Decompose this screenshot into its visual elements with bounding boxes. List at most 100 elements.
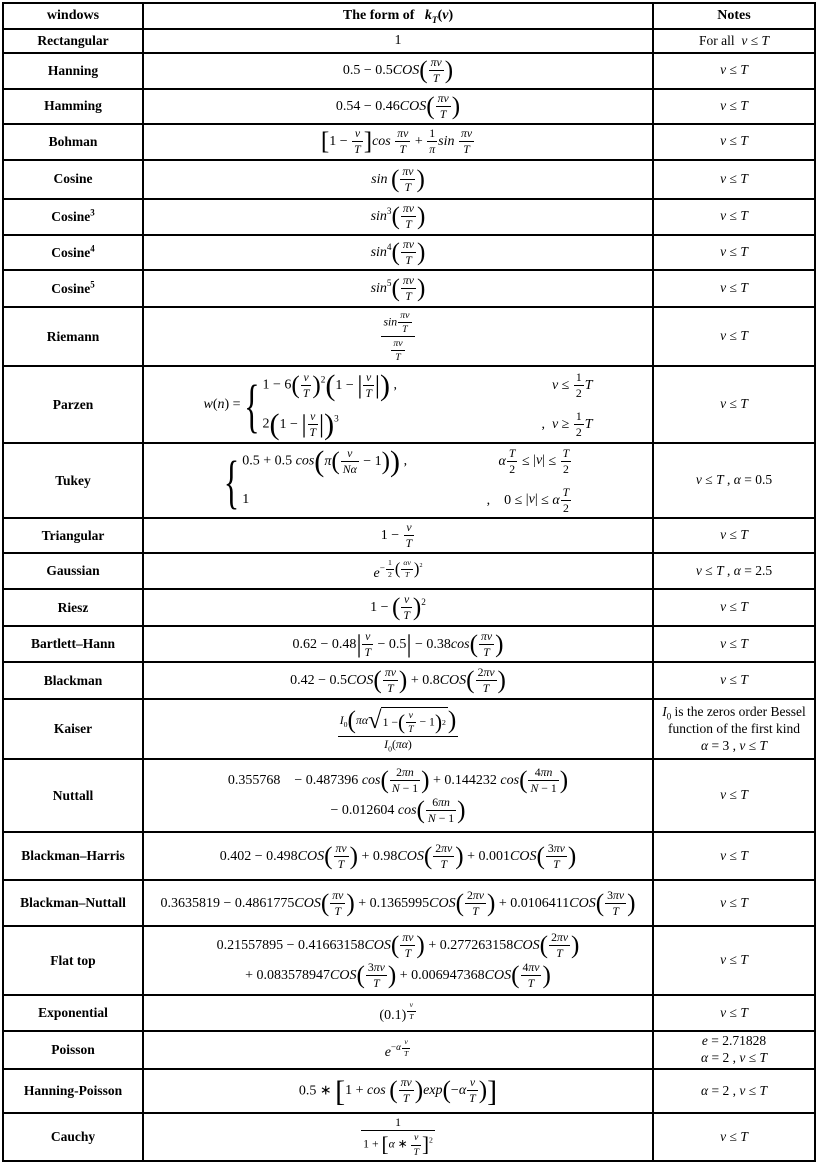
notes-cell: v ≤ T — [652, 306, 816, 368]
table-row: Riesz 1 − (v T) 2 v ≤ T — [2, 588, 816, 628]
note-line: α = 3 , v ≤ T — [700, 737, 768, 753]
note-line: v ≤ T — [720, 672, 748, 688]
formula-line: (0.1) v T — [379, 1000, 416, 1024]
formula-cell: sin4(πv T) — [142, 233, 654, 272]
formula-cell: 0.3635819 − 0.4861775COS(πv T) + 0.136599… — [142, 879, 654, 928]
note-line: v ≤ T — [720, 62, 748, 78]
note-line: v ≤ T — [720, 894, 748, 910]
formula-cell: 0.62 − 0.48 | v T − 0.5 | − 0.38cos(πv T) — [142, 625, 654, 664]
note-line: v ≤ T — [720, 787, 748, 803]
window-name: Parzen — [2, 365, 144, 445]
table-row: Hamming 0.54 − 0.46COS(πv T) v ≤ T — [2, 87, 816, 125]
window-name: Blackman–Harris — [2, 831, 144, 882]
note-line: v ≤ T — [720, 599, 748, 615]
notes-cell: v ≤ T — [652, 87, 816, 125]
table-row: Cosine4 sin4(πv T) v ≤ T — [2, 233, 816, 272]
formula-cell: 0.5 − 0.5COS(πv T) — [142, 52, 654, 90]
formula-line: I0(πα √ 1 − (v T − 1) 2) I0(πα) — [337, 706, 459, 754]
window-name: Flat top — [2, 925, 144, 997]
notes-cell: v ≤ T — [652, 831, 816, 882]
header-row: windows The form of kT(v) Notes — [2, 2, 816, 30]
formula-cell: I0(πα √ 1 − (v T − 1) 2) I0(πα) — [142, 698, 654, 761]
window-name: Cosine4 — [2, 233, 144, 272]
notes-cell: v ≤ T — [652, 269, 816, 309]
table-row: Blackman 0.42 − 0.5COS(πv T) + 0.8COS(2πv T… — [2, 661, 816, 701]
formula-cell: w(n) = {1 − 6(v T) 2(1 − | v T |) ,v ≤ 1 2 T 2(1… — [142, 365, 654, 445]
notes-cell: v ≤ T — [652, 52, 816, 90]
formula-cell: 0.54 − 0.46COS(πv T) — [142, 87, 654, 125]
notes-cell: v ≤ T — [652, 758, 816, 834]
window-name: Tukey — [2, 442, 144, 519]
window-name: Poisson — [2, 1030, 144, 1070]
formula-line: 0.42 − 0.5COS(πv T) + 0.8COS(2πv T) — [290, 666, 506, 696]
window-name: Riesz — [2, 588, 144, 628]
formula-line: 0.21557895 − 0.41663158COS(πv T) + 0.2772… — [216, 930, 580, 961]
notes-cell: α = 2 , v ≤ T — [652, 1067, 816, 1114]
window-name: Rectangular — [2, 27, 144, 55]
notes-cell: v ≤ T — [652, 925, 816, 997]
note-line: v ≤ T — [720, 396, 748, 412]
formula-line: e− 1 2(αv T) 2 — [373, 558, 423, 582]
formula-line: w(n) = {1 − 6(v T) 2(1 − | v T |) ,v ≤ 1 2 T 2(1… — [203, 368, 593, 442]
note-line: v ≤ T — [720, 244, 748, 260]
formula-cell: 0.402 − 0.498COS(πv T) + 0.98COS(2πv T) + … — [142, 831, 654, 882]
window-name: Hanning-Poisson — [2, 1067, 144, 1114]
table-row: Exponential (0.1) v T v ≤ T — [2, 994, 816, 1033]
formula-cell: e− 1 2(αv T) 2 — [142, 552, 654, 591]
formula-cell: e−α v T — [142, 1030, 654, 1070]
note-line: v ≤ T — [720, 133, 748, 149]
notes-cell: e = 2.71828 α = 2 , v ≤ T — [652, 1030, 816, 1070]
notes-cell: v ≤ T — [652, 365, 816, 445]
note-line: v ≤ T , α = 0.5 — [695, 472, 773, 488]
note-line: v ≤ T — [720, 952, 748, 968]
window-name: Bohman — [2, 122, 144, 161]
formula-line: 0.355768 − 0.487396 cos(2πn N − 1) + 0.14… — [227, 765, 569, 796]
formula-line: sin3(πv T) — [370, 202, 426, 232]
column-header-notes: Notes — [652, 2, 816, 30]
window-name: Blackman–Nuttall — [2, 879, 144, 928]
formula-cell: sin3(πv T) — [142, 197, 654, 236]
notes-cell: v ≤ T — [652, 122, 816, 161]
formula-line: sin5(πv T) — [370, 274, 426, 304]
formula-line: [1 − v T] cos πv T + 1 π sin πv T — [320, 127, 475, 157]
formula-cell: 0.21557895 − 0.41663158COS(πv T) + 0.2772… — [142, 925, 654, 997]
window-name: Cosine5 — [2, 269, 144, 309]
notes-cell: v ≤ T — [652, 588, 816, 628]
notes-cell: v ≤ T — [652, 661, 816, 701]
note-line: v ≤ T — [720, 170, 748, 186]
formula-line: 0.54 − 0.46COS(πv T) — [335, 91, 461, 121]
formula-cell: 1 − (v T) 2 — [142, 588, 654, 628]
notes-cell: v ≤ T — [652, 994, 816, 1033]
note-line: v ≤ T — [720, 527, 748, 543]
formula-line: − 0.012604 cos(6πn N − 1) — [330, 796, 466, 826]
formula-line: 0.5 − 0.5COS(πv T) — [342, 56, 454, 86]
formula-line: sin (πv T) — [371, 164, 425, 194]
table-row: Blackman–Harris 0.402 − 0.498COS(πv T) + 0… — [2, 831, 816, 882]
table-row: Parzen w(n) = {1 − 6(v T) 2(1 − | v T |) ,v ≤ … — [2, 365, 816, 445]
note-line: v ≤ T — [720, 847, 748, 863]
note-line: α = 2 , v ≤ T — [700, 1082, 768, 1098]
window-name: Kaiser — [2, 698, 144, 761]
formula-line: 0.5 ∗ [1 + cos (πv T) exp(−α v T)] — [298, 1073, 498, 1108]
note-line: v ≤ T — [720, 635, 748, 651]
formula-cell: [1 − v T] cos πv T + 1 π sin πv T — [142, 122, 654, 161]
notes-cell: v ≤ T , α = 2.5 — [652, 552, 816, 591]
notes-cell: v ≤ T — [652, 233, 816, 272]
notes-cell: v ≤ T — [652, 625, 816, 664]
window-name: Exponential — [2, 994, 144, 1033]
window-name: Hanning — [2, 52, 144, 90]
notes-cell: I0 is the zeros order Bessel function of… — [652, 698, 816, 761]
formula-cell: sin (πv T) — [142, 158, 654, 200]
window-name: Cosine3 — [2, 197, 144, 236]
window-name: Riemann — [2, 306, 144, 368]
table-row: Gaussian e− 1 2(αv T) 2 v ≤ T , α = 2.5 — [2, 552, 816, 591]
window-name: Gaussian — [2, 552, 144, 591]
notes-cell: v ≤ T , α = 0.5 — [652, 442, 816, 519]
